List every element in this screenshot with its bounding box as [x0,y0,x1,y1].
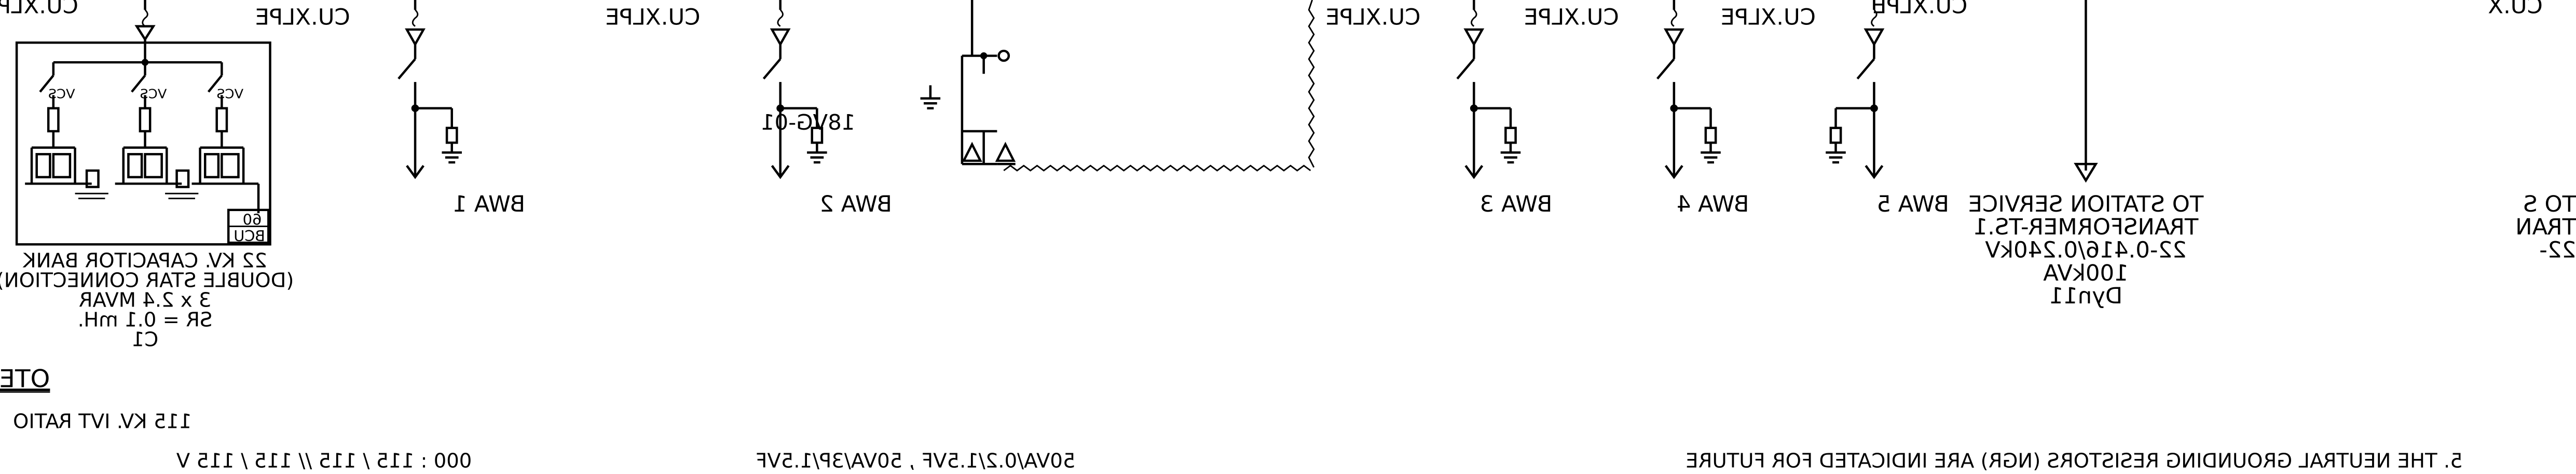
busbar-boundary-vertical [1308,0,1315,168]
vcs-switch-icon [131,75,146,93]
notes-note-5: 5. THE NEUTRAL GROUNDING RESISTORS (NGR)… [1686,450,2462,473]
cable-stress-cone-icon [1471,9,1477,27]
transformer-arrow-icon [2074,163,2098,183]
cable-stress-cone-icon [777,9,784,27]
disconnect-switch-icon [1856,58,1875,80]
cable-termination-icon [1463,28,1485,47]
surge-arrester-icon [1829,127,1842,144]
arrester-tag: 18VG-01 [761,110,855,135]
bwa-3-label: BWA 3 [1480,191,1553,217]
bwa-4-cable: CU.XLPE [1524,5,1619,31]
cable-stress-cone-icon [412,9,419,27]
surge-arrester-icon [1704,127,1717,144]
cable-termination-icon [1864,28,1885,47]
bwa-1-label: BWA 1 [453,191,525,217]
cable-stress-cone-icon [142,9,148,27]
capacitor-unit-icon [203,153,220,178]
vcs-label-1: VCS [48,87,75,102]
disconnect-switch-icon [1456,58,1475,80]
station-service-line-2: TRANSFORMER-TS.1 [1974,215,2199,241]
notes-heading: OTES [0,365,50,394]
feeder-bwa-3: CU.XLPE BWA 3 [1325,0,1552,217]
feeder-bwa-5: CU.XLPE BWA 5 [1721,0,1949,217]
vcs-switch-icon [39,75,54,93]
bwa-4-label: BWA 4 [1677,191,1749,217]
partial-line-3: 22- [2539,238,2576,263]
cable-termination-icon [1663,28,1684,47]
arrow-icon [1464,165,1484,179]
cable-stress-cone-icon [1871,9,1878,27]
cap-bank-line-1: (DOUBLE STAR CONNECTION) [0,269,294,292]
station-service-cable: CU.XLPE [1872,0,1967,19]
cap-bank-line-2: 3 x 2.4 MVAR [79,289,212,312]
bwa-3-cable: CU.XLPE [1325,5,1420,31]
vcs-switch-icon [207,75,223,93]
relay-label-60: 60 [243,211,262,228]
surge-arrester-icon [1504,127,1517,144]
capacitor-unit-icon [127,153,143,178]
station-service-line-1: TO STATION SERVICE [1968,191,2204,217]
surge-arrester-assembly: 18VG-01 [761,0,1016,165]
ct-icon [175,169,190,188]
notes-ratio-line: 000 : 115 / 115 // 115 / 115 V [176,450,472,473]
partial-line-2: TRAN [2515,215,2576,241]
cable-termination-icon [134,25,156,42]
cap-bank-line-4: C1 [132,328,158,352]
vcs-label-2: VCS [140,87,167,102]
bwa-2-cable: CU.XLPE [605,5,700,31]
disconnect-switch-icon [398,58,416,80]
reactor-icon [139,107,152,133]
cap-bank-title: 22 KV. CAPACITOR BANK [22,249,267,273]
cap-bank-line-3: SR = 0.1 mH. [78,309,213,332]
bwa-5-label: BWA 5 [1876,191,1949,217]
capacitor-unit-icon [221,153,240,178]
station-service-feeder: CU.XLPE TO STATION SERVICE TRANSFORMER-T… [1872,0,2204,309]
disconnect-switch-icon [762,58,782,80]
cap-bank-enclosure [15,41,271,246]
cap-bank-cable: CU.XLPE [0,0,78,19]
reactor-icon [215,107,228,133]
vcs-label-3: VCS [216,87,243,102]
partial-feeder: CU.X TO S TRAN 22- [2488,0,2576,263]
ct-icon [85,169,100,188]
capacitor-unit-icon [52,153,72,178]
feeder-bwa-4: CU.XLPE BWA 4 [1524,0,1749,217]
connection-point-icon [997,49,1010,62]
cable-stress-cone-icon [1670,9,1678,27]
arrow-icon [1664,165,1683,179]
arrow-icon [1865,165,1884,179]
arrow-icon [406,165,424,179]
cable-termination-icon [405,28,426,47]
capacitor-bank: CU.XLPE VCS [0,0,294,351]
bwa-1-cable: CU.XLPE [255,5,350,31]
capacitor-unit-icon [144,153,163,178]
station-service-line-4: 100kVA [2043,260,2129,286]
disconnect-switch-icon [1656,58,1675,80]
relay-label-bcu: BCU [234,227,265,245]
partial-cable: CU.X [2488,0,2542,19]
feeder-bwa-2: CU.XLPE BWA 2 [605,0,892,217]
busbar-boundary-horizontal [1003,164,1311,172]
partial-line-1: TO S [2523,191,2576,217]
arrow-icon [771,165,790,179]
cable-termination-icon [770,28,791,47]
bwa-2-label: BWA 2 [819,191,892,217]
feeder-bwa-1: CU.XLPE BWA 1 [255,0,525,217]
capacitor-unit-icon [35,153,51,178]
station-service-line-3: 22-0.416/0.240kV [1985,238,2187,263]
notes: OTES 115 KV. IVT RATIO 000 : 115 / 115 /… [0,365,2463,473]
surge-arrester-icon [445,127,458,144]
diode-icon [962,142,982,162]
bwa-5-cable: CU.XLPE [1721,5,1816,31]
diode-icon [995,142,1016,162]
notes-burden-line: 50VA/0.2/1.5VF , 50VA/3P/1.5VF [756,450,1075,473]
reactor-icon [47,107,60,133]
notes-ivt-ratio: 115 KV. IVT RATIO [13,410,191,434]
station-service-line-5: Dyn11 [2049,283,2123,309]
